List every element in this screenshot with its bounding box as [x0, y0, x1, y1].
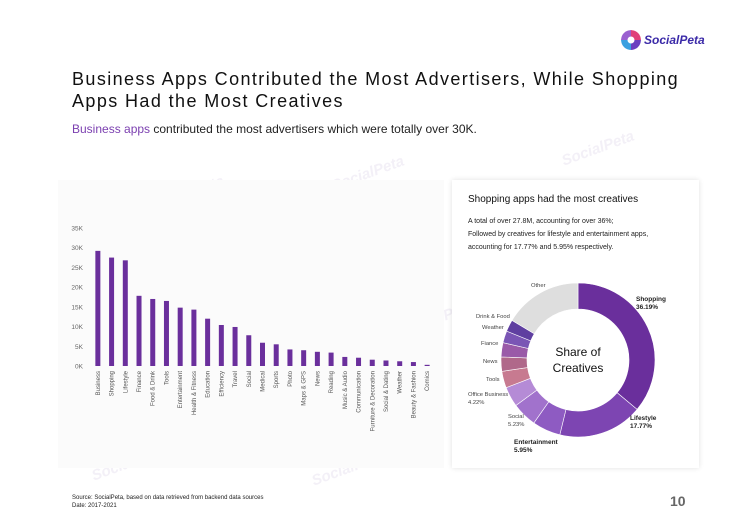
bar — [342, 356, 348, 366]
slice-label: Fiance — [481, 341, 498, 347]
x-tick-label: Food & Drink — [151, 370, 157, 406]
x-tick-label: Weather — [398, 371, 404, 394]
slice-label: Tools — [486, 377, 500, 383]
slice-label: Entertainment — [514, 439, 559, 446]
bar-chart: 0K 5K 10K 15K 20K 25K 30K 35K Business Shopping Li… — [71, 226, 431, 432]
bar — [163, 300, 169, 366]
x-tick-label: Music & Audio — [343, 370, 349, 409]
y-tick-label: 10K — [71, 324, 83, 331]
page-number: 10 — [670, 493, 686, 509]
donut-panel-description: A total of over 27.8M, accounting for ov… — [468, 215, 693, 254]
brand-logo: SocialPeta — [621, 30, 705, 50]
x-tick-label: Beauty & Fashion — [411, 371, 417, 418]
y-tick-label: 15K — [71, 304, 83, 311]
y-tick-label: 0K — [75, 364, 84, 371]
slice-value-label: 5.95% — [514, 447, 533, 454]
x-tick-label: Photo — [288, 370, 294, 386]
x-tick-label: Entertainment — [178, 371, 184, 409]
bar — [122, 260, 128, 366]
bar — [260, 342, 265, 366]
x-tick-label: Tools — [164, 371, 170, 385]
bar — [314, 351, 320, 366]
page-subtitle: Business apps contributed the most adver… — [72, 122, 477, 136]
bar — [218, 324, 224, 366]
x-tick-label: Health & Fitness — [192, 371, 198, 415]
bar — [424, 364, 430, 366]
slice-label: News — [483, 359, 498, 365]
bar — [328, 352, 334, 366]
footer-date: Date: 2017-2021 — [72, 503, 117, 509]
y-tick-label: 35K — [71, 226, 83, 233]
bar — [150, 298, 156, 366]
y-tick-label: 30K — [71, 245, 83, 252]
bar — [383, 360, 389, 366]
slice-label: Lifestyle — [630, 415, 657, 422]
slice-value-label: 36.19% — [636, 304, 658, 311]
x-tick-label: Maps & GPS — [302, 371, 308, 406]
donut-chart-panel: Shopping apps had the most creatives A t… — [452, 180, 699, 468]
bar — [410, 362, 416, 366]
bar — [232, 326, 238, 366]
watermark: SocialPeta — [559, 127, 637, 170]
x-tick-label: Communication — [357, 371, 363, 413]
footer: Source: SocialPeta, based on data retrie… — [72, 494, 263, 510]
logo-icon — [621, 30, 641, 50]
x-tick-label: Education — [206, 371, 212, 398]
y-tick-label: 5K — [75, 344, 84, 351]
x-tick-label: Social & Dating — [384, 371, 390, 412]
donut-center-label: Share of — [555, 345, 601, 359]
bar — [369, 359, 375, 366]
slice-label: Drink & Food — [476, 314, 510, 320]
bar — [109, 257, 115, 366]
donut-panel-title: Shopping apps had the most creatives — [468, 194, 639, 205]
bar — [397, 361, 403, 366]
slice-label: Office Business — [468, 392, 508, 398]
slice-value-label: 4.22% — [468, 400, 484, 406]
x-tick-label: Furniture & Decoration — [370, 371, 376, 431]
x-tick-label: Reading — [329, 371, 335, 393]
subtitle-highlight: Business apps — [72, 122, 151, 136]
donut-slice — [511, 282, 579, 335]
description-line: accounting for 17.77% and 5.95% respecti… — [468, 244, 614, 251]
slice-label: Social — [508, 414, 524, 420]
bar — [246, 335, 252, 366]
slice-value-label: 17.77% — [630, 423, 652, 430]
bar-chart-panel: 0K 5K 10K 15K 20K 25K 30K 35K Business Shopping Li… — [58, 180, 444, 468]
bar — [95, 250, 101, 366]
x-tick-label: Finance — [137, 370, 143, 392]
footer-source: Source: SocialPeta, based on data retrie… — [72, 495, 264, 501]
bar — [205, 318, 211, 366]
bar — [191, 309, 197, 366]
page-title: Business Apps Contributed the Most Adver… — [72, 69, 680, 111]
donut-slice — [559, 392, 638, 438]
slice-label: Other — [531, 283, 546, 289]
slice-label: Weather — [482, 325, 504, 331]
description-line: A total of over 27.8M, accounting for ov… — [468, 218, 614, 225]
x-tick-label: Social — [247, 371, 253, 387]
x-tick-label: News — [315, 371, 321, 386]
donut-center-label: Creatives — [553, 361, 604, 375]
bar — [177, 307, 183, 366]
x-tick-label: Travel — [233, 371, 239, 387]
slice-label: Shopping — [636, 296, 666, 303]
y-tick-label: 20K — [71, 285, 83, 292]
description-line: Followed by creatives for lifestyle and … — [468, 231, 649, 238]
x-tick-label: Comics — [425, 371, 431, 391]
bar — [136, 295, 142, 366]
bar — [287, 349, 293, 366]
bar — [356, 357, 362, 366]
x-tick-label: Efficiency — [219, 371, 225, 397]
x-tick-label: Lifestyle — [123, 370, 129, 393]
logo-text: SocialPeta — [644, 33, 705, 47]
x-tick-label: Business — [96, 371, 102, 395]
subtitle-text: contributed the most advertisers which w… — [150, 122, 477, 136]
bar — [273, 344, 279, 366]
bar — [301, 350, 307, 366]
x-tick-label: Shopping — [110, 371, 116, 396]
y-tick-label: 25K — [71, 265, 83, 272]
slice-value-label: 5.23% — [508, 422, 524, 428]
x-tick-label: Sports — [274, 371, 280, 388]
x-tick-label: Medical — [261, 371, 267, 392]
